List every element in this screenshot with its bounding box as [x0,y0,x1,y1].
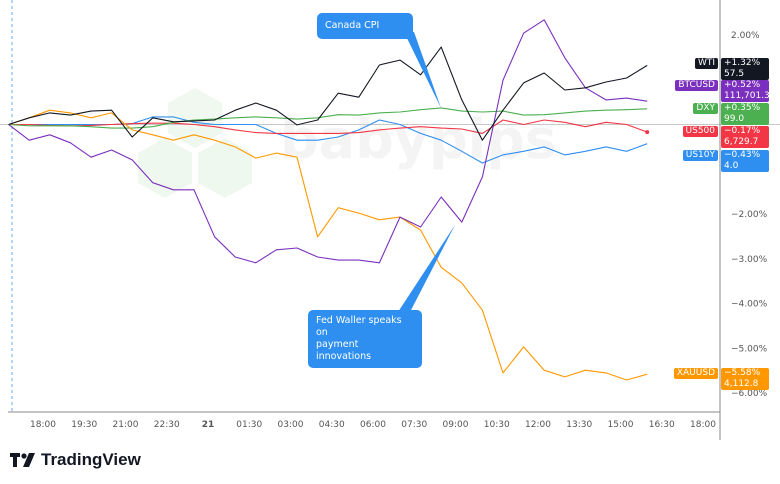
series-line-us500[interactable] [8,119,648,134]
x-tick-label: 10:30 [484,420,510,430]
series-price: 99.0 [724,114,745,124]
x-tick-label: 09:00 [443,420,469,430]
x-tick-label: 03:00 [278,420,304,430]
y-tick-label: −2.00% [731,210,768,220]
series-price: 111,701.3 [724,91,770,101]
x-tick-label: 13:30 [566,420,592,430]
series-name-badge-wti[interactable]: WTI [694,58,718,69]
series-change: +0.52% [724,80,761,90]
series-change: +1.32% [724,58,761,68]
tradingview-logo-icon [10,453,35,467]
series-name-badge-us10y[interactable]: US10Y [682,150,718,161]
x-tick-label: 18:00 [690,420,716,430]
series-line-dxy[interactable] [8,107,648,129]
x-tick-label: 21 [202,420,215,430]
x-tick-label: 18:00 [30,420,56,430]
annotation-text: Canada CPI [325,20,380,31]
series-change: +0.35% [724,103,761,113]
annotation-text-line1: Fed Waller speaks on [316,315,402,338]
series-change: −0.17% [724,126,761,136]
logo-text: TradingView [41,450,141,469]
series-price: 6,729.7 [724,137,759,147]
babypips-watermark: babypips [138,88,557,198]
y-tick-label: −3.00% [731,255,768,265]
fed-waller-pointer [398,225,455,312]
x-tick-label: 21:00 [113,420,139,430]
series-value-badge-xauusd: −5.58% 4,112.8 [721,368,769,390]
series-name-badge-btcusd[interactable]: BTCUSD [675,80,718,91]
x-tick-label: 06:00 [360,420,386,430]
x-tick-label: 19:30 [71,420,97,430]
svg-text:babypips: babypips [280,108,557,171]
y-tick-label: −5.00% [731,344,768,354]
x-tick-label: 07:30 [401,420,427,430]
x-tick-label: 16:30 [649,420,675,430]
series-line-btcusd[interactable] [8,19,648,264]
series-name-badge-xauusd[interactable]: XAUUSD [673,368,718,379]
series-price: 4.0 [724,161,739,171]
series-price: 4,112.8 [724,379,759,389]
x-tick-label: 01:30 [236,420,262,430]
canada-cpi-pointer [404,32,441,108]
tradingview-logo[interactable]: TradingView [10,450,141,470]
x-tick-label: 22:30 [154,420,180,430]
series-value-badge-btcusd: +0.52% 111,701.3 [721,80,770,102]
series-value-badge-us500: −0.17% 6,729.7 [721,126,769,148]
series-value-badge-dxy: +0.35% 99.0 [721,103,769,125]
annotation-text-line2: payment innovations [316,339,372,362]
series-name-badge-us500[interactable]: US500 [682,126,718,137]
series-change: −5.58% [724,368,761,378]
y-tick-label: −6.00% [731,389,768,399]
series-line-wti[interactable] [8,46,648,141]
series-value-badge-us10y: −0.43% 4.0 [721,150,769,172]
canada-cpi-annotation[interactable]: Canada CPI [317,13,413,39]
series-last-point-us500 [645,130,650,135]
series-layer [8,19,650,381]
series-name-badge-dxy[interactable]: DXY [693,103,718,114]
x-tick-label: 12:00 [525,420,551,430]
series-price: 57.5 [724,69,745,79]
y-tick-label: −4.00% [731,300,768,310]
series-value-badge-wti: +1.32% 57.5 [721,58,769,80]
comparison-chart[interactable]: babypips 2.00% −2.00% −3.00% −4.00% −5.00% −6… [0,0,780,440]
x-tick-label: 04:30 [319,420,345,430]
series-change: −0.43% [724,150,761,160]
price-axis[interactable]: 2.00% −2.00% −3.00% −4.00% −5.00% −6.00% [731,31,768,399]
y-tick-label: 2.00% [731,31,760,41]
time-axis[interactable]: 18:00 19:30 21:00 22:30 21 01:30 03:00 04:30 06:… [30,420,716,430]
series-line-xauusd[interactable] [8,109,648,381]
x-tick-label: 15:00 [608,420,634,430]
fed-waller-annotation[interactable]: Fed Waller speaks on payment innovations [308,310,422,368]
